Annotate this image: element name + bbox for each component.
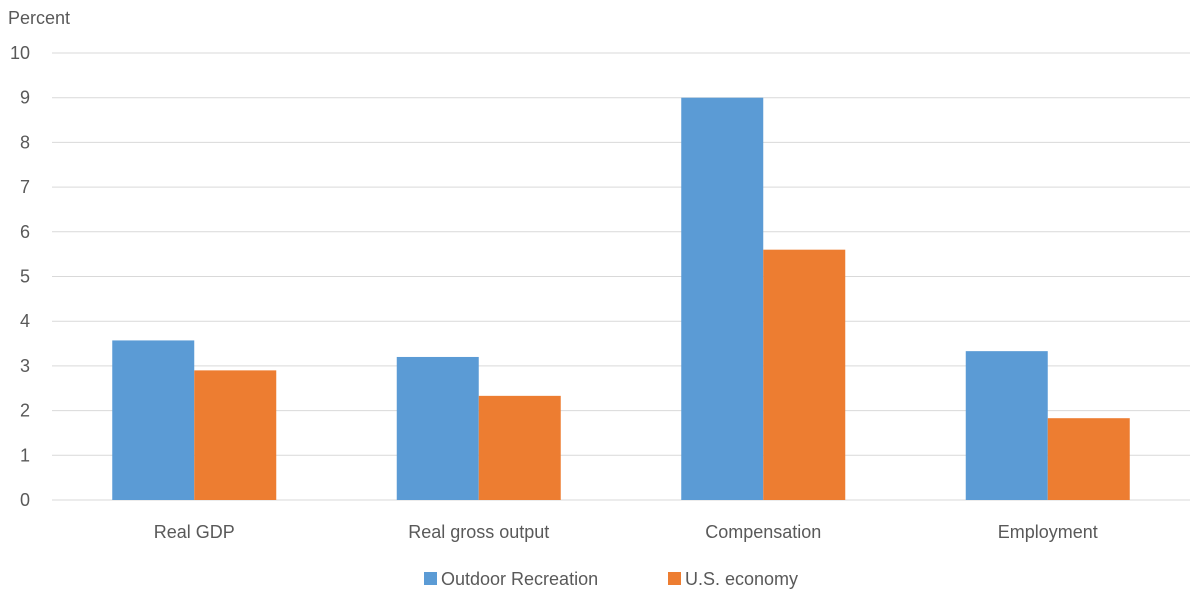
y-tick-labels: 0 1 2 3 4 5 6 7 8 9 10: [10, 43, 30, 510]
x-tick-labels: Real GDP Real gross output Compensation Emp…: [154, 522, 1098, 542]
bar-u-s-economy-real-gross-output: [478, 395, 561, 500]
bar-u-s-economy-real-gdp: [194, 370, 277, 500]
bar-u-s-economy-employment: [1047, 418, 1130, 500]
x-tick-label: Real GDP: [154, 522, 235, 542]
y-tick-label: 4: [20, 311, 30, 331]
y-tick-label: 0: [20, 490, 30, 510]
legend-swatch: [668, 572, 681, 585]
x-tick-label: Compensation: [705, 522, 821, 542]
y-tick-label: 10: [10, 43, 30, 63]
y-tick-label: 3: [20, 356, 30, 376]
bar-outdoor-recreation-compensation: [681, 97, 764, 500]
legend-swatch: [424, 572, 437, 585]
bars: [112, 97, 1130, 500]
x-tick-label: Employment: [998, 522, 1098, 542]
bar-outdoor-recreation-real-gdp: [112, 340, 195, 500]
y-tick-label: 9: [20, 88, 30, 108]
y-tick-label: 6: [20, 222, 30, 242]
y-tick-label: 5: [20, 267, 30, 287]
legend-label: Outdoor Recreation: [441, 569, 598, 589]
bar-outdoor-recreation-real-gross-output: [396, 356, 479, 500]
legend: Outdoor Recreation U.S. economy: [424, 569, 798, 589]
x-tick-label: Real gross output: [408, 522, 549, 542]
y-tick-label: 7: [20, 177, 30, 197]
bar-outdoor-recreation-employment: [965, 351, 1048, 500]
legend-label: U.S. economy: [685, 569, 798, 589]
y-tick-label: 1: [20, 445, 30, 465]
y-axis-label: Percent: [8, 8, 70, 28]
bar-u-s-economy-compensation: [763, 249, 846, 500]
y-tick-label: 8: [20, 132, 30, 152]
y-tick-label: 2: [20, 401, 30, 421]
